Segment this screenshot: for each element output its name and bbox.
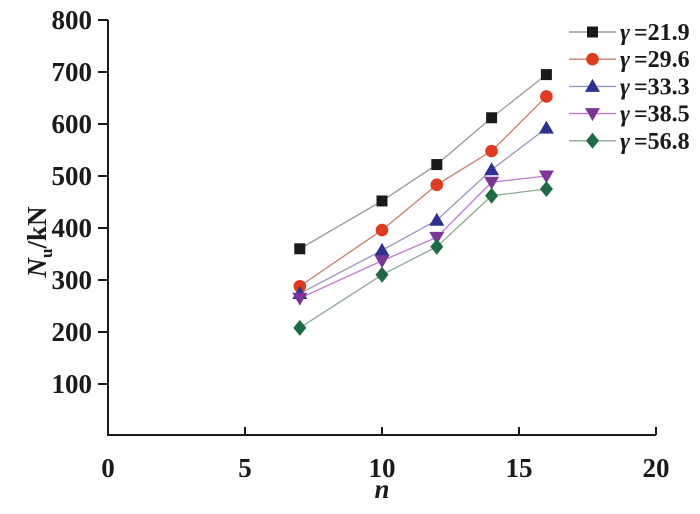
- data-point-s3-n12: [429, 212, 445, 226]
- legend-marker: [585, 108, 600, 122]
- data-point-s3-n16: [538, 120, 554, 134]
- legend-entry-label: γ =21.9: [620, 20, 690, 46]
- x-tick-label: 15: [506, 453, 533, 483]
- series-line-4: [299, 175, 547, 299]
- series-line-5: [299, 188, 547, 329]
- series-line-3: [299, 127, 547, 295]
- data-point-s5-n12: [430, 238, 444, 255]
- data-point-s4-n14: [484, 176, 500, 190]
- data-point-s2-n16: [540, 90, 553, 103]
- x-tick-label: 5: [238, 453, 252, 483]
- data-point-s1-n16: [540, 69, 552, 81]
- data-point-s4-n7: [292, 292, 308, 306]
- x-axis-title: n: [374, 474, 389, 504]
- legend-marker: [587, 26, 598, 38]
- series-line-1: [299, 74, 547, 250]
- legend-entry-label: γ =29.6: [620, 47, 690, 73]
- series-line-2: [299, 95, 547, 287]
- data-point-s1-n10: [376, 195, 388, 207]
- y-tick-label: 100: [52, 369, 93, 399]
- data-point-s1-n14: [486, 112, 498, 124]
- y-axis-title: Nu/kN: [22, 206, 56, 278]
- y-tick-label: 200: [52, 317, 93, 347]
- legend-marker: [585, 78, 600, 92]
- legend-marker: [586, 52, 599, 66]
- y-tick-label: 700: [52, 57, 93, 87]
- data-point-s3-n14: [484, 162, 500, 176]
- x-tick-label: 10: [369, 453, 396, 483]
- y-tick-label: 400: [52, 213, 93, 243]
- data-point-s1-n12: [431, 159, 443, 171]
- legend-entry-label: γ =38.5: [620, 102, 690, 128]
- data-point-s4-n12: [429, 231, 445, 245]
- x-tick-label: 20: [643, 453, 670, 483]
- data-point-s1-n7: [294, 243, 306, 255]
- data-point-s5-n16: [539, 181, 553, 197]
- legend-entry-label: γ =33.3: [620, 74, 690, 100]
- data-point-s2-n12: [430, 178, 444, 192]
- axis-frame: [107, 20, 656, 436]
- data-point-s5-n10: [375, 266, 389, 283]
- y-tick-label: 600: [52, 109, 93, 139]
- y-tick-label: 300: [52, 265, 93, 295]
- legend-marker: [586, 132, 599, 149]
- x-tick-label: 0: [101, 453, 115, 483]
- data-point-s5-n14: [485, 187, 499, 204]
- y-tick-label: 800: [52, 5, 93, 35]
- data-point-s2-n10: [375, 223, 389, 237]
- legend-entry-label: γ =56.8: [620, 129, 690, 155]
- data-point-s4-n10: [374, 255, 390, 269]
- data-point-s5-n7: [293, 319, 307, 336]
- y-tick-label: 500: [52, 161, 93, 191]
- data-point-s3-n10: [374, 242, 390, 256]
- data-point-s4-n16: [538, 170, 554, 184]
- data-point-s2-n14: [485, 144, 498, 158]
